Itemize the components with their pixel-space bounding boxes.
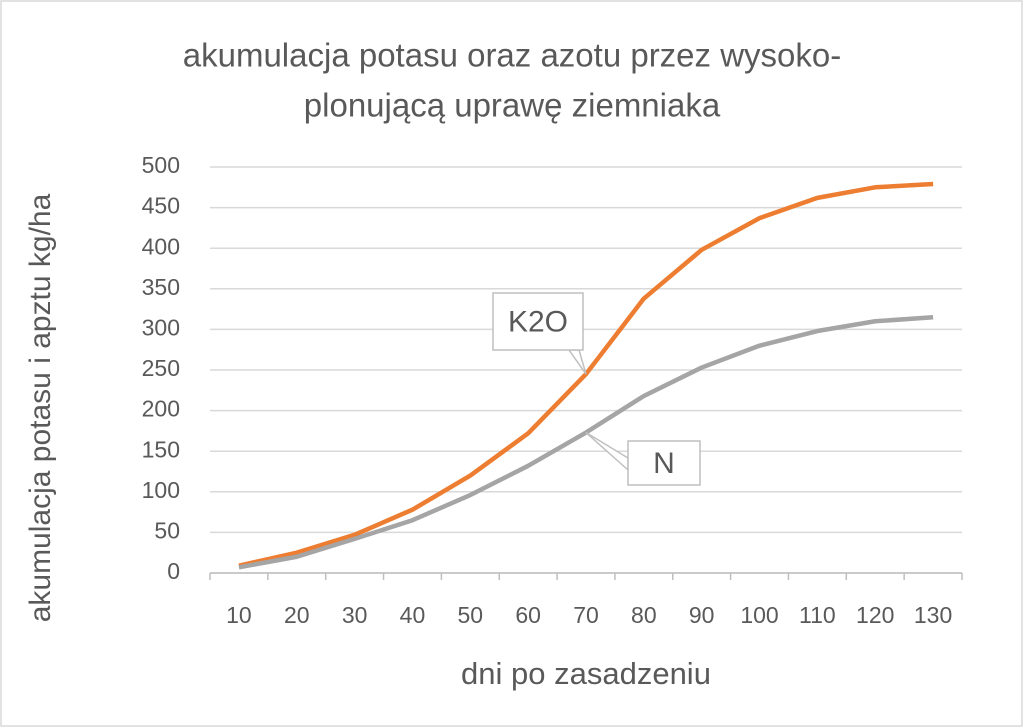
callout-box xyxy=(492,292,584,351)
y-tick-label: 350 xyxy=(142,274,180,300)
x-tick-label: 90 xyxy=(689,602,715,628)
x-tick-label: 20 xyxy=(284,602,310,628)
callout-label: K2O xyxy=(508,305,568,338)
x-tick-label: 60 xyxy=(515,602,541,628)
x-tick-label: 10 xyxy=(226,602,252,628)
x-tick-label: 130 xyxy=(914,602,952,628)
chart-title: akumulacja potasu oraz azotu przez wysok… xyxy=(183,37,842,74)
y-tick-label: 400 xyxy=(142,233,180,259)
y-tick-label: 450 xyxy=(142,193,180,219)
callout-box xyxy=(627,440,701,486)
y-tick-label: 50 xyxy=(154,517,180,543)
x-tick-label: 80 xyxy=(631,602,657,628)
x-tick-label: 120 xyxy=(856,602,894,628)
y-tick-label: 250 xyxy=(142,355,180,381)
x-tick-label: 30 xyxy=(342,602,368,628)
x-tick-label: 40 xyxy=(400,602,426,628)
y-tick-label: 150 xyxy=(142,436,180,462)
y-tick-label: 500 xyxy=(142,152,180,178)
chart-title: plonującą uprawę ziemniaka xyxy=(304,87,721,124)
y-tick-label: 300 xyxy=(142,314,180,340)
x-tick-label: 100 xyxy=(740,602,778,628)
y-axis-title: akumulacja potasu i apztu kg/ha xyxy=(24,193,57,622)
y-tick-label: 200 xyxy=(142,396,180,422)
x-axis-title: dni po zasadzeniu xyxy=(461,656,711,691)
callout-label: N xyxy=(653,447,675,480)
y-tick-label: 100 xyxy=(142,477,180,503)
y-tick-label: 0 xyxy=(167,558,180,584)
x-tick-label: 110 xyxy=(799,602,836,628)
x-tick-label: 70 xyxy=(573,602,599,628)
x-tick-label: 50 xyxy=(458,602,484,628)
